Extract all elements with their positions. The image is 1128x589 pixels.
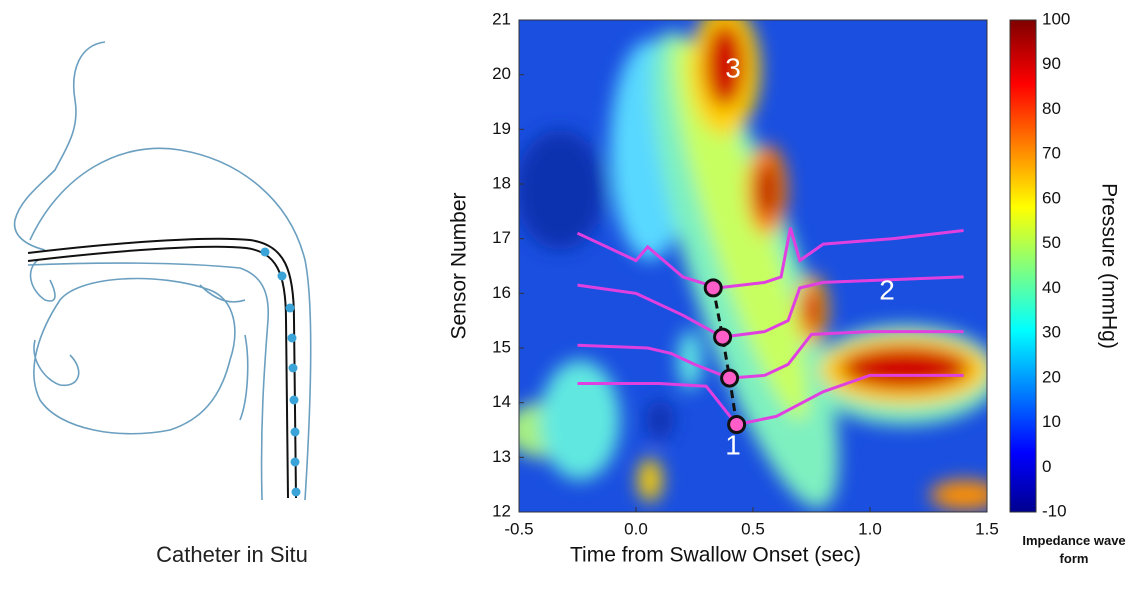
annotation: 3 — [725, 52, 741, 83]
colorbar-tick-label: -10 — [1042, 501, 1067, 520]
colorbar-tick-label: 0 — [1042, 457, 1051, 476]
y-tick-label: 20 — [492, 64, 511, 83]
x-tick-label: 0.5 — [741, 519, 765, 538]
marker — [727, 415, 747, 435]
impedance-curve — [576, 227, 964, 290]
colorbar-tick-label: 10 — [1042, 412, 1061, 431]
anatomy-diagram — [13, 41, 312, 501]
x-axis-label: Time from Swallow Onset (sec) — [570, 544, 861, 567]
y-tick-label: 17 — [492, 228, 511, 247]
y-axis-label: Sensor Number — [448, 192, 471, 339]
marker-link — [711, 287, 739, 425]
x-tick-label: 0.0 — [624, 519, 648, 538]
annotation: 1 — [725, 429, 741, 460]
x-tick-label: -0.5 — [504, 519, 533, 538]
y-tick-label: 14 — [492, 392, 511, 411]
impedance-curve — [577, 275, 964, 339]
pressure-blob — [638, 458, 662, 502]
heatmap — [519, 20, 987, 512]
marker — [703, 278, 723, 298]
colorbar-tick-label: 30 — [1042, 323, 1061, 342]
colorbar — [1009, 19, 1037, 513]
impedance-label: Impedance wave form — [1022, 533, 1126, 566]
colorbar-label: Pressure (mmHg) — [1097, 183, 1120, 349]
colorbar-tick-label: 60 — [1042, 188, 1061, 207]
pressure-blob — [678, 330, 702, 390]
colorbar-tick-label: 80 — [1042, 99, 1061, 118]
pressure-blob — [540, 360, 620, 480]
colorbar-tick-label: 70 — [1042, 144, 1061, 163]
colorbar-tick-label: 100 — [1042, 9, 1070, 28]
pressure-blob — [646, 400, 674, 440]
pressure-blob — [705, 23, 745, 107]
y-tick-label: 13 — [492, 447, 511, 466]
colorbar-tick-label: 90 — [1042, 54, 1061, 73]
y-tick-label: 16 — [492, 283, 511, 302]
colorbar-tick-label: 50 — [1042, 233, 1061, 252]
pressure-blob — [519, 130, 605, 250]
impedance-curve — [577, 373, 964, 427]
impedance-label-box: Impedance wave form — [1022, 533, 1126, 566]
pressure-blob — [930, 480, 987, 510]
y-tick-label: 21 — [492, 9, 511, 28]
colorbar-tick-label: 40 — [1042, 278, 1061, 297]
y-tick-label: 18 — [492, 173, 511, 192]
y-tick-label: 19 — [492, 119, 511, 138]
impedance-curve — [577, 330, 964, 380]
pressure-blob — [840, 346, 970, 390]
pressure-blob — [757, 162, 777, 218]
annotation: 2 — [879, 274, 895, 305]
marker — [720, 368, 740, 388]
colorbar-tick-label: 20 — [1042, 367, 1061, 386]
pressure-blob — [803, 288, 821, 332]
x-tick-label: 1.5 — [975, 519, 999, 538]
y-tick-label: 12 — [492, 501, 511, 520]
marker — [713, 327, 733, 347]
pressure-blob — [671, 39, 809, 421]
x-tick-label: 1.0 — [858, 519, 882, 538]
y-tick-label: 15 — [492, 337, 511, 356]
diagram-caption: Catheter in Situ — [156, 542, 308, 567]
